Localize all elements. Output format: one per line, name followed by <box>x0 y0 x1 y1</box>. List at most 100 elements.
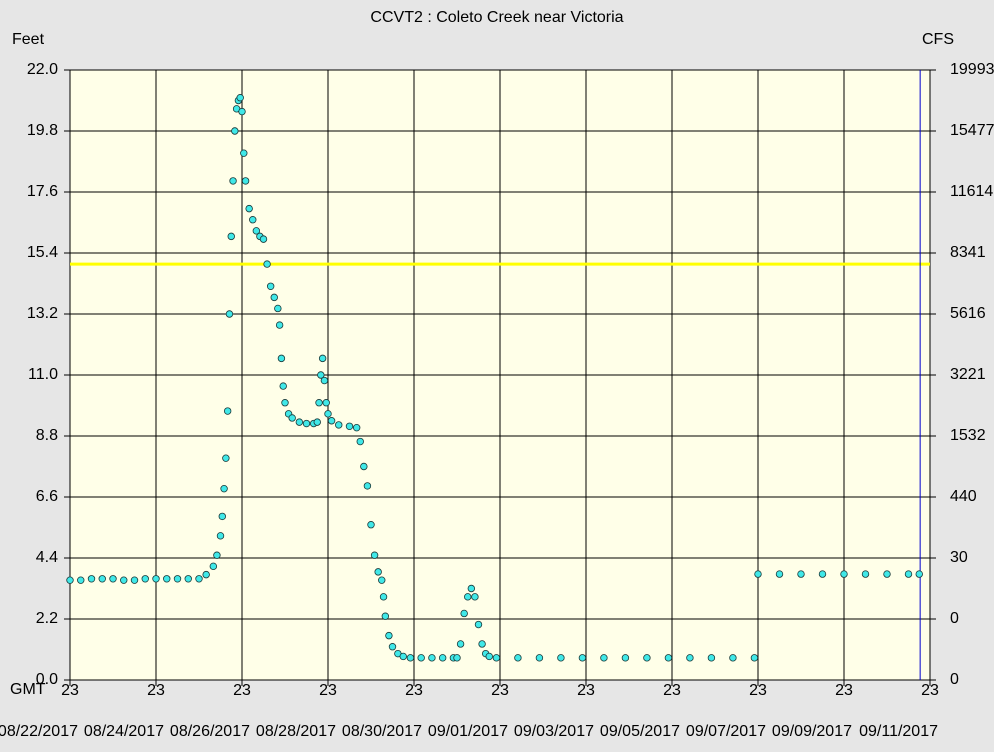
stage-point <box>236 94 244 102</box>
plot-frame <box>69 69 931 681</box>
x-tick-date: 08/22/2017 <box>0 723 78 740</box>
y2-tick-label: 0 <box>950 610 959 627</box>
y2-tick-label: 440 <box>950 488 977 505</box>
y-tick-label: 6.6 <box>36 488 58 505</box>
x-tick-label: 23 <box>663 682 681 699</box>
y2-tick-label: 1532 <box>950 427 986 444</box>
stage-point <box>277 354 286 363</box>
stage-point <box>327 417 336 425</box>
stage-point <box>464 593 472 601</box>
stage-point <box>370 551 379 559</box>
stage-point <box>281 399 289 407</box>
stage-point <box>406 654 415 662</box>
y-tick-label: 4.4 <box>36 549 58 566</box>
y-tick-label: 2.2 <box>36 610 58 627</box>
x-tick-label: 23 <box>749 682 767 699</box>
stage-point <box>754 570 762 578</box>
stage-point <box>381 612 390 620</box>
x-tick-label: 23 <box>835 682 853 699</box>
y2-tick-label: 5616 <box>950 305 986 322</box>
x-axis-label: GMT <box>10 681 46 698</box>
stage-point <box>385 631 393 640</box>
y2-axis-label: CFS <box>922 31 954 48</box>
stage-point <box>818 570 827 578</box>
stage-point <box>220 484 228 493</box>
stage-point <box>202 570 210 579</box>
x-tick-date: 08/28/2017 <box>256 723 336 740</box>
stage-point <box>223 407 232 415</box>
stage-point <box>130 576 139 584</box>
y-tick-label: 19.8 <box>27 122 58 139</box>
stage-point <box>374 568 382 576</box>
stage-point <box>775 570 784 578</box>
stage-point <box>270 293 278 302</box>
stage-point <box>557 654 565 662</box>
stage-point <box>245 204 253 213</box>
y2-tick-label: 11614 <box>950 183 993 200</box>
y-tick-label: 8.8 <box>36 427 58 444</box>
y-axis-label: Feet <box>12 31 45 48</box>
stage-point <box>438 654 447 662</box>
stage-point <box>295 418 304 426</box>
stage-point <box>485 652 493 661</box>
stage-point <box>861 570 870 578</box>
stage-point <box>222 454 230 462</box>
x-tick-label: 23 <box>405 682 423 699</box>
x-tick-date: 08/26/2017 <box>170 723 250 740</box>
y-tick-label: 15.4 <box>27 244 58 261</box>
x-tick-label: 23 <box>147 682 165 699</box>
stage-point <box>225 310 234 318</box>
stage-point <box>324 410 332 418</box>
stage-point <box>471 593 479 601</box>
stage-point <box>840 570 848 578</box>
x-tick-label: 23 <box>921 682 939 699</box>
stage-point <box>335 421 343 429</box>
stage-point <box>318 354 327 363</box>
stage-point <box>535 654 544 662</box>
stage-point <box>184 575 192 583</box>
stage-point <box>600 654 608 662</box>
stage-point <box>163 575 171 583</box>
y-tick-label: 17.6 <box>27 183 58 200</box>
stage-point <box>266 282 275 290</box>
stage-point <box>227 232 235 241</box>
x-tick-label: 23 <box>491 682 509 699</box>
stage-point <box>352 423 361 432</box>
stage-point <box>87 575 96 583</box>
stage-point <box>388 643 397 651</box>
stage-point <box>621 654 630 662</box>
stage-point <box>238 107 246 116</box>
stage-point <box>302 419 311 428</box>
y2-tick-label: 19993 <box>950 61 994 78</box>
stage-point <box>252 227 261 235</box>
x-tick-date: 08/24/2017 <box>84 723 164 740</box>
stage-point <box>643 654 651 662</box>
stage-point <box>109 575 117 583</box>
stage-point <box>456 640 465 648</box>
stage-point <box>356 437 364 446</box>
stage-point <box>320 376 329 385</box>
chart-title: CCVT2 : Coleto Creek near Victoria <box>370 9 623 26</box>
x-tick-date: 09/01/2017 <box>428 723 508 740</box>
stage-point <box>231 127 239 135</box>
stage-point <box>417 654 425 662</box>
stage-point <box>453 654 461 662</box>
stage-point <box>883 570 891 578</box>
x-tick-date: 09/09/2017 <box>772 723 852 740</box>
x-tick-date: 08/30/2017 <box>342 723 422 740</box>
stage-point <box>750 654 759 662</box>
stage-point <box>514 654 522 662</box>
stage-point <box>460 609 468 618</box>
stage-point <box>904 570 913 578</box>
x-tick-label: 23 <box>577 682 595 699</box>
stage-point <box>216 532 225 540</box>
stage-point <box>120 576 128 584</box>
x-tick-label: 23 <box>319 682 337 699</box>
stage-point <box>686 654 694 662</box>
y2-tick-label: 0 <box>950 671 959 688</box>
stage-point <box>173 575 182 583</box>
stage-point <box>259 235 268 243</box>
x-tick-date: 09/11/2017 <box>859 723 938 740</box>
y-tick-label: 0.0 <box>36 671 58 688</box>
